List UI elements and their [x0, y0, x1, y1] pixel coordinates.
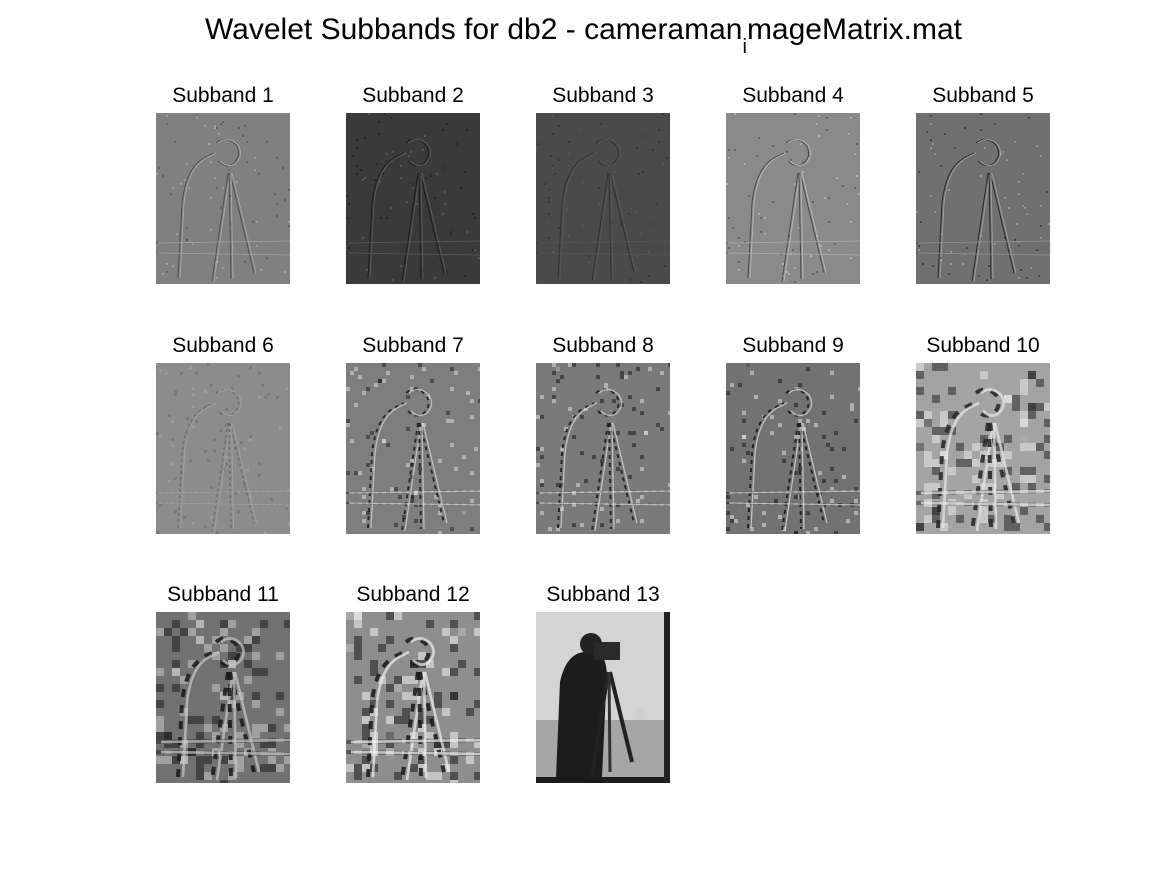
subband-title: Subband 7: [316, 333, 510, 359]
subband-title: Subband 6: [126, 333, 320, 359]
subband-image: [156, 363, 290, 534]
subband-drawing: [156, 612, 290, 783]
subband-drawing: [916, 113, 1050, 284]
subband-image: [536, 612, 670, 783]
subband-image: [346, 113, 480, 284]
subband-image: [916, 113, 1050, 284]
subband-title: Subband 8: [506, 333, 700, 359]
subband-title: Subband 10: [886, 333, 1080, 359]
subband-title: Subband 1: [126, 83, 320, 109]
subband-title: Subband 4: [696, 83, 890, 109]
subband-drawing: [536, 612, 670, 783]
figure-title-subscript: i: [742, 36, 746, 58]
subband-drawing: [156, 363, 290, 534]
subband-image: [536, 113, 670, 284]
subband-drawing: [346, 612, 480, 783]
subband-title: Subband 5: [886, 83, 1080, 109]
subband-title: Subband 3: [506, 83, 700, 109]
subband-title: Subband 9: [696, 333, 890, 359]
subband-image: [346, 363, 480, 534]
subband-image: [726, 113, 860, 284]
figure-title-rest: mageMatrix.mat: [747, 13, 962, 46]
subband-title: Subband 12: [316, 582, 510, 608]
figure-title-main: Wavelet Subbands for db2 - cameraman: [205, 13, 743, 46]
subband-drawing: [346, 363, 480, 534]
subband-drawing: [156, 113, 290, 284]
subband-drawing: [536, 363, 670, 534]
subband-title: Subband 2: [316, 83, 510, 109]
subband-image: [156, 612, 290, 783]
figure-title: Wavelet Subbands for db2 - cameramanimag…: [0, 10, 1167, 53]
subband-image: [916, 363, 1050, 534]
subband-image: [346, 612, 480, 783]
subband-drawing: [346, 113, 480, 284]
subband-drawing: [726, 363, 860, 534]
subband-image: [536, 363, 670, 534]
subband-image: [726, 363, 860, 534]
subband-image: [156, 113, 290, 284]
subband-drawing: [536, 113, 670, 284]
subband-title: Subband 13: [506, 582, 700, 608]
subband-title: Subband 11: [126, 582, 320, 608]
subband-drawing: [726, 113, 860, 284]
subband-drawing: [916, 363, 1050, 534]
